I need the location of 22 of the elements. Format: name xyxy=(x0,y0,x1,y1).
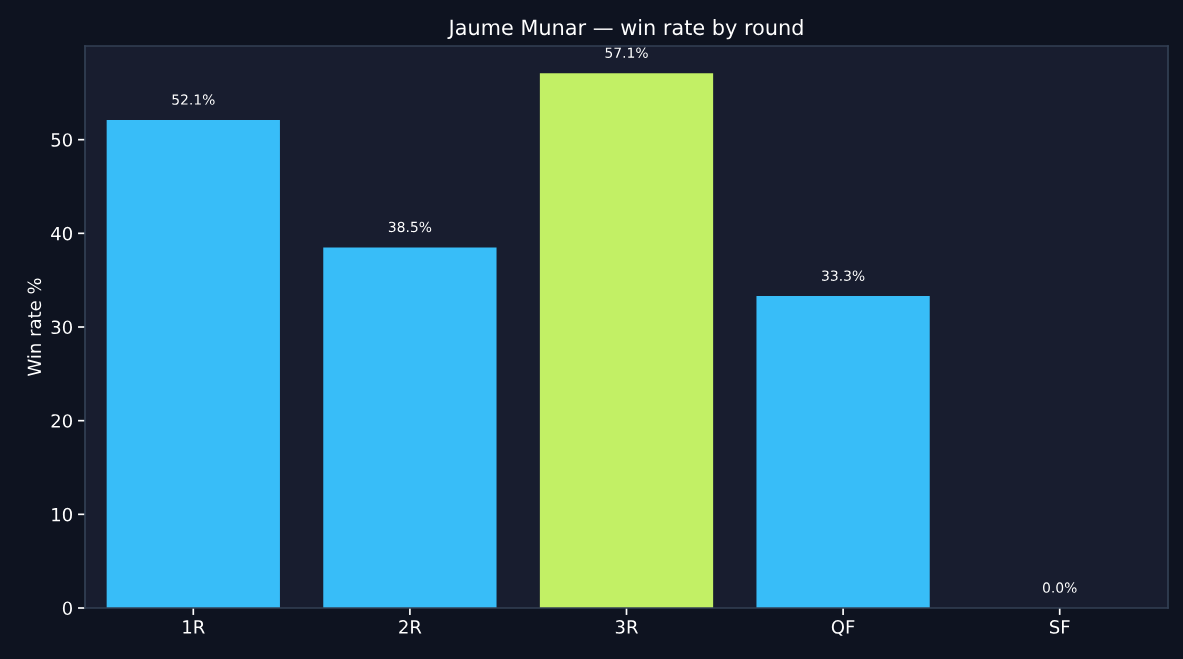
data-label: 0.0% xyxy=(1042,582,1077,593)
y-tick-label: 30 xyxy=(51,320,72,335)
data-label: 57.1% xyxy=(605,47,648,58)
y-tick-label: 10 xyxy=(52,507,72,522)
y-tick-label: 20 xyxy=(51,414,72,428)
x-tick-label: SF xyxy=(1049,620,1070,634)
chart-title: Jaume Munar — win rate by round xyxy=(447,19,803,40)
bar xyxy=(106,120,280,608)
y-tick-label: 40 xyxy=(51,226,72,241)
data-label: 52.1% xyxy=(172,94,215,105)
y-axis-title: Win rate % xyxy=(27,278,42,377)
y-tick-label: 0 xyxy=(62,601,72,616)
data-label: 38.5% xyxy=(388,221,432,233)
x-tick-label: 2R xyxy=(399,620,422,634)
x-tick-label: QF xyxy=(831,620,855,636)
data-label: 33.3% xyxy=(822,270,865,281)
bar xyxy=(539,73,714,608)
x-tick-label: 3R xyxy=(615,620,638,634)
bar xyxy=(323,247,497,608)
bar xyxy=(756,296,930,608)
y-tick-label: 50 xyxy=(51,133,72,147)
x-tick-label: 1R xyxy=(183,620,205,634)
